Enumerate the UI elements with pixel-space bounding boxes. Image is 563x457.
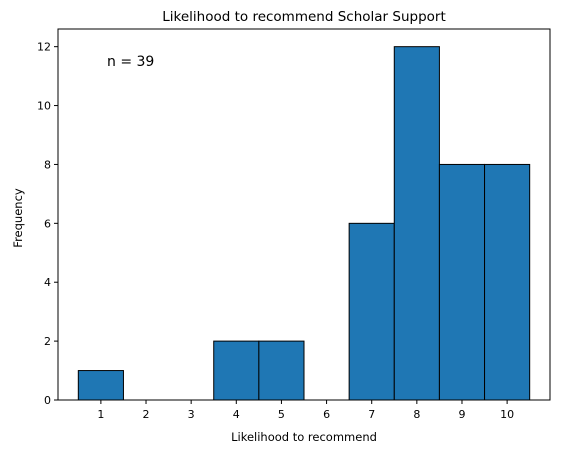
x-axis-label: Likelihood to recommend xyxy=(231,430,377,444)
bar-4 xyxy=(213,340,260,401)
y-tick-label: 10 xyxy=(37,100,51,113)
x-tick-label: 7 xyxy=(368,408,375,421)
plot-frame xyxy=(57,28,551,401)
x-tick-label: 8 xyxy=(413,408,420,421)
chart-title: Likelihood to recommend Scholar Support xyxy=(162,9,446,25)
y-tick-label: 6 xyxy=(44,217,51,230)
y-axis-ticks: 0 2 4 6 8 10 12 xyxy=(37,41,58,407)
x-tick-label: 2 xyxy=(143,408,150,421)
x-tick-label: 9 xyxy=(458,408,465,421)
bar-7 xyxy=(348,222,395,401)
y-tick-label: 12 xyxy=(37,41,51,54)
bar-9 xyxy=(438,163,486,401)
y-tick-label: 4 xyxy=(44,276,51,289)
bar-5 xyxy=(258,340,305,401)
bar-1 xyxy=(77,370,124,401)
bars-group xyxy=(77,46,531,401)
bar-8 xyxy=(393,46,440,401)
y-axis-label: Frequency xyxy=(11,188,25,248)
x-tick-label: 10 xyxy=(500,408,514,421)
x-axis-ticks: 1 2 3 4 5 6 7 8 9 10 xyxy=(97,400,514,421)
sample-size-annotation: n = 39 xyxy=(107,54,154,70)
x-tick-label: 3 xyxy=(188,408,195,421)
y-tick-label: 2 xyxy=(44,335,51,348)
x-tick-label: 6 xyxy=(323,408,330,421)
x-tick-label: 4 xyxy=(233,408,240,421)
y-tick-label: 8 xyxy=(44,158,51,171)
x-tick-label: 5 xyxy=(278,408,285,421)
bar-10 xyxy=(484,163,531,401)
y-tick-label: 0 xyxy=(44,394,51,407)
x-tick-label: 1 xyxy=(97,408,104,421)
